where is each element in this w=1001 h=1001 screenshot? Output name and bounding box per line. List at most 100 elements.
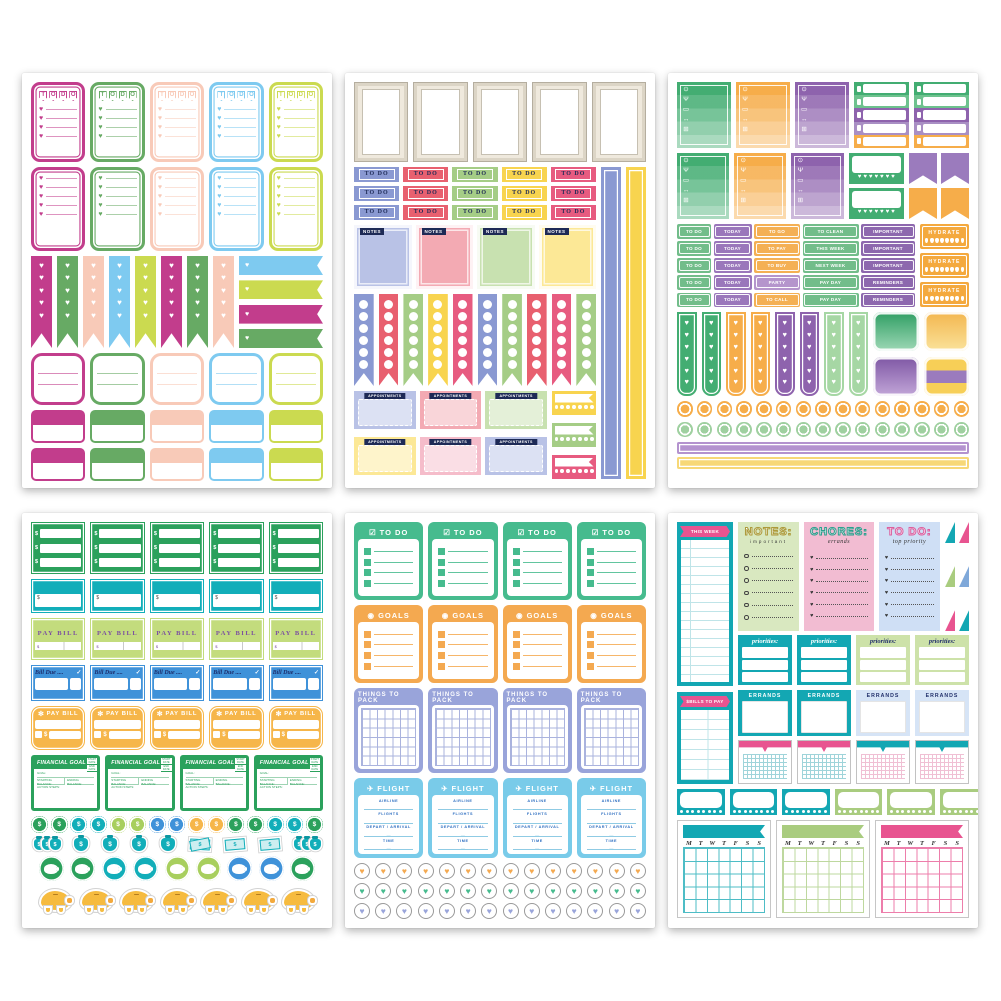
coin-row: $ $ $ $ $ $ $ $ $ $ $ $ $ $ $ bbox=[31, 816, 323, 833]
financial-goal-sticker: FINANCIAL GOAL START DATE END DATE GOAL: … bbox=[253, 755, 323, 811]
circle-dot-sticker bbox=[696, 421, 713, 437]
label-chip-text: TO GO bbox=[755, 225, 799, 237]
flag-shape bbox=[554, 425, 594, 435]
bill-due-label: Bill Due .... bbox=[153, 669, 183, 676]
striped-row bbox=[914, 108, 970, 122]
things-to-pack-sticker: THINGS TO PACK bbox=[576, 687, 646, 774]
heart-list-sticker: ♥ ♥ ♥ ♥ ♥ bbox=[268, 167, 324, 251]
sticker-sheet-3: ⊙ Ψ ▭ ↔ ⊞ ⊙ Ψ ▭ ↔ ⊞ ⊙ Ψ ▭ ↔ ⊞ bbox=[668, 73, 978, 488]
priorities-sticker: priorities: bbox=[856, 635, 910, 686]
checkbox-icon: ☑ bbox=[368, 528, 377, 537]
dot-row-orange bbox=[677, 401, 969, 417]
heart-dot-sticker: ♥ bbox=[544, 862, 561, 879]
label-chip-text: TODAY bbox=[715, 276, 750, 289]
goal-field: GOAL: bbox=[111, 771, 169, 778]
heart-dot-sticker: ♥ bbox=[481, 862, 498, 879]
heart-checklist-flag: ♥ ♥ ♥ ♥ ♥ bbox=[213, 256, 234, 348]
todo-chip-label: TO DO bbox=[358, 169, 395, 180]
weekday-letter: M bbox=[685, 840, 692, 847]
savings-tracker-sticker: $ $ $ bbox=[90, 522, 145, 574]
rounded-box-grid bbox=[873, 312, 969, 396]
routine-icon: Ψ bbox=[801, 96, 807, 103]
appointments-ribbon: APPOINTMENTS bbox=[429, 393, 472, 399]
goals-label: GOALS bbox=[600, 610, 633, 620]
todo-chip-label: TO DO bbox=[456, 207, 494, 218]
heart-field-sticker: ♥ ♥ ♥ ♥ ♥ ♥ ♥ bbox=[848, 188, 904, 219]
check-icon: ✓ bbox=[195, 670, 201, 676]
this-week-sticker: THIS WEEK bbox=[677, 522, 733, 686]
heart-dot-sticker: ♥ bbox=[438, 902, 455, 919]
plane-icon: ✈ bbox=[366, 784, 375, 794]
hydrate-sticker: HYDRATE bbox=[920, 282, 969, 307]
half-label-sticker bbox=[268, 448, 324, 481]
heart-dot-row: ♥ ♥ ♥ ♥ ♥ ♥ ♥ ♥ ♥ ♥ ♥ ♥ ♥ ♥ bbox=[354, 902, 646, 919]
calendar-banner-flag bbox=[881, 825, 963, 838]
circle-dot-sticker bbox=[854, 401, 871, 417]
target-icon: ◉ bbox=[367, 610, 376, 620]
dollar-label: $ bbox=[94, 530, 98, 537]
heart-dot-sticker: ♥ bbox=[587, 862, 604, 879]
piggy-bank-row bbox=[31, 886, 323, 912]
daily-routine-sticker: ⊙ Ψ ▭ ↔ ⊞ bbox=[736, 82, 791, 148]
bunting-letter: O bbox=[168, 91, 177, 101]
circle-dot-sticker bbox=[677, 421, 693, 437]
striped-row bbox=[854, 108, 910, 122]
todo-chip-sticker: TO DO bbox=[403, 205, 449, 220]
todo-checklist-sticker: ☑ TO DO bbox=[428, 522, 498, 600]
corner-triangle-column bbox=[945, 522, 970, 632]
heart-dot-sticker: ♥ bbox=[460, 902, 477, 919]
circle-bullet-icon bbox=[744, 553, 749, 559]
things-to-pack-sticker: THINGS TO PACK bbox=[354, 687, 424, 774]
weekday-letter: T bbox=[821, 840, 825, 847]
heart-banner-flag: ♥ bbox=[239, 304, 323, 324]
circle-dot-sticker bbox=[756, 401, 772, 417]
bill-due-label: Bill Due .... bbox=[94, 669, 123, 676]
dot-checklist-flag bbox=[378, 294, 399, 386]
checkbox-icon bbox=[35, 731, 42, 739]
heart-field-sticker: ♥ ♥ ♥ ♥ ♥ ♥ ♥ bbox=[848, 153, 904, 184]
weekday-letter: S bbox=[856, 840, 860, 847]
coin-sticker: $ bbox=[266, 816, 284, 833]
piggy-bank-circle-sticker bbox=[258, 856, 284, 881]
notes-tag: NOTES bbox=[544, 228, 569, 235]
droplet-icon bbox=[924, 237, 929, 243]
checkbox-icon bbox=[272, 731, 280, 739]
dollar-bill-icon: $ bbox=[259, 838, 281, 851]
goal-field: GOAL: bbox=[37, 771, 95, 778]
circle-dot-sticker bbox=[696, 401, 713, 417]
financial-goal-row: FINANCIAL GOAL START DATE END DATE GOAL: … bbox=[31, 755, 323, 811]
priorities-sticker: priorities: bbox=[738, 635, 792, 686]
bill-due-sticker: Bill Due .... ✓ bbox=[31, 665, 86, 701]
daily-routine-sticker: ⊙ Ψ ▭ ↔ ⊞ bbox=[677, 153, 730, 219]
coin-sticker: $ bbox=[89, 816, 107, 833]
label-chip-grid: TO DO TODAY TO GO TO CLEAN IMPORTANT TO … bbox=[677, 224, 915, 307]
circle-dot-sticker bbox=[953, 401, 969, 417]
bunting-letter: O bbox=[247, 91, 256, 101]
heart-dot-sticker: ♥ bbox=[629, 902, 646, 919]
chores-subtitle: errands bbox=[827, 539, 851, 545]
heart-dot-sticker: ♥ bbox=[481, 882, 498, 899]
errands-label: ERRANDS bbox=[748, 693, 782, 699]
heart-strip-sticker: ♥ ♥ ♥ ♥ ♥ ♥ bbox=[701, 312, 721, 396]
photo-frame-sticker bbox=[472, 82, 528, 162]
striped-row bbox=[914, 121, 970, 135]
label-chip-text: NEXT WEEK bbox=[804, 259, 857, 272]
todo-chip-label: TO DO bbox=[456, 188, 494, 199]
calendar-grid bbox=[881, 847, 963, 913]
todo-chip-label: TO DO bbox=[506, 207, 543, 218]
label-chip-text: TO CLEAN bbox=[804, 225, 857, 237]
half-label-sticker bbox=[149, 410, 205, 443]
time-label: TIME bbox=[531, 838, 543, 843]
circle-dot-sticker bbox=[795, 421, 811, 437]
weekday-letter: M bbox=[883, 840, 890, 847]
heart-dot-sticker: ♥ bbox=[629, 862, 646, 879]
packing-grid bbox=[509, 707, 565, 767]
